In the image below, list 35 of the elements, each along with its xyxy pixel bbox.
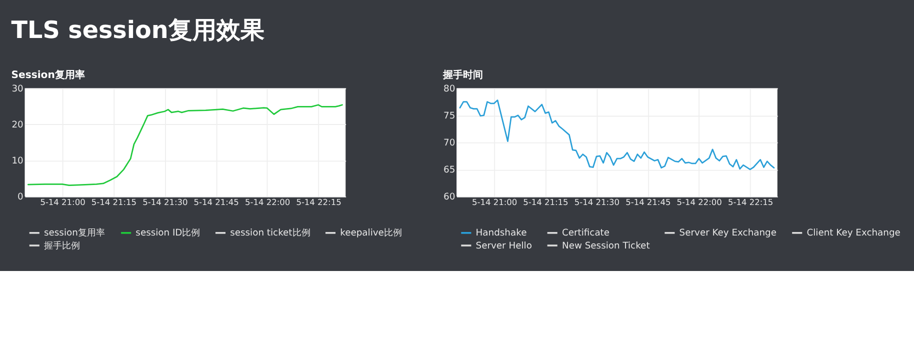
y-tick-label: 60: [444, 192, 456, 203]
legend-label: session ticket比例: [230, 228, 310, 239]
legend-label: Server Hello: [476, 240, 532, 252]
legend-label: session ID比例: [136, 228, 200, 239]
x-tick-label: 5-14 22:15: [728, 197, 774, 208]
y-tick-label: 65: [444, 164, 456, 176]
x-tick-label: 5-14 21:45: [194, 197, 239, 208]
x-tick-label: 5-14 22:15: [296, 197, 342, 208]
x-tick-label: 5-14 22:00: [245, 197, 290, 208]
legend-label: keepalive比例: [340, 228, 402, 239]
y-tick-label: 0: [18, 192, 24, 203]
legend-label: Certificate: [562, 228, 610, 239]
chart-title: Session复用率: [11, 69, 85, 82]
x-tick-label: 5-14 21:15: [523, 197, 568, 208]
x-tick-label: 5-14 21:15: [91, 197, 137, 208]
y-tick-label: 70: [444, 138, 456, 149]
legend-label: session复用率: [44, 228, 105, 239]
x-tick-label: 5-14 21:00: [472, 197, 518, 208]
legend-label: Handshake: [476, 228, 528, 239]
y-tick-label: 75: [444, 110, 456, 122]
legend-label: 握手比例: [44, 240, 80, 252]
x-tick-label: 5-14 21:00: [40, 197, 86, 208]
x-tick-label: 5-14 21:30: [574, 197, 620, 208]
legend-label: New Session Ticket: [562, 240, 650, 252]
y-tick-label: 80: [444, 83, 456, 94]
y-tick-label: 30: [12, 83, 24, 94]
x-tick-label: 5-14 21:30: [142, 197, 188, 208]
x-tick-label: 5-14 22:00: [676, 197, 722, 208]
x-tick-label: 5-14 21:45: [626, 197, 671, 208]
chart-title: 握手时间: [442, 69, 484, 82]
legend-label: Client Key Exchange: [806, 228, 901, 239]
legend-label: Server Key Exchange: [679, 228, 777, 239]
y-tick-label: 10: [12, 156, 24, 167]
text: TLS session复用效果: [11, 16, 264, 44]
y-tick-label: 20: [12, 120, 24, 131]
